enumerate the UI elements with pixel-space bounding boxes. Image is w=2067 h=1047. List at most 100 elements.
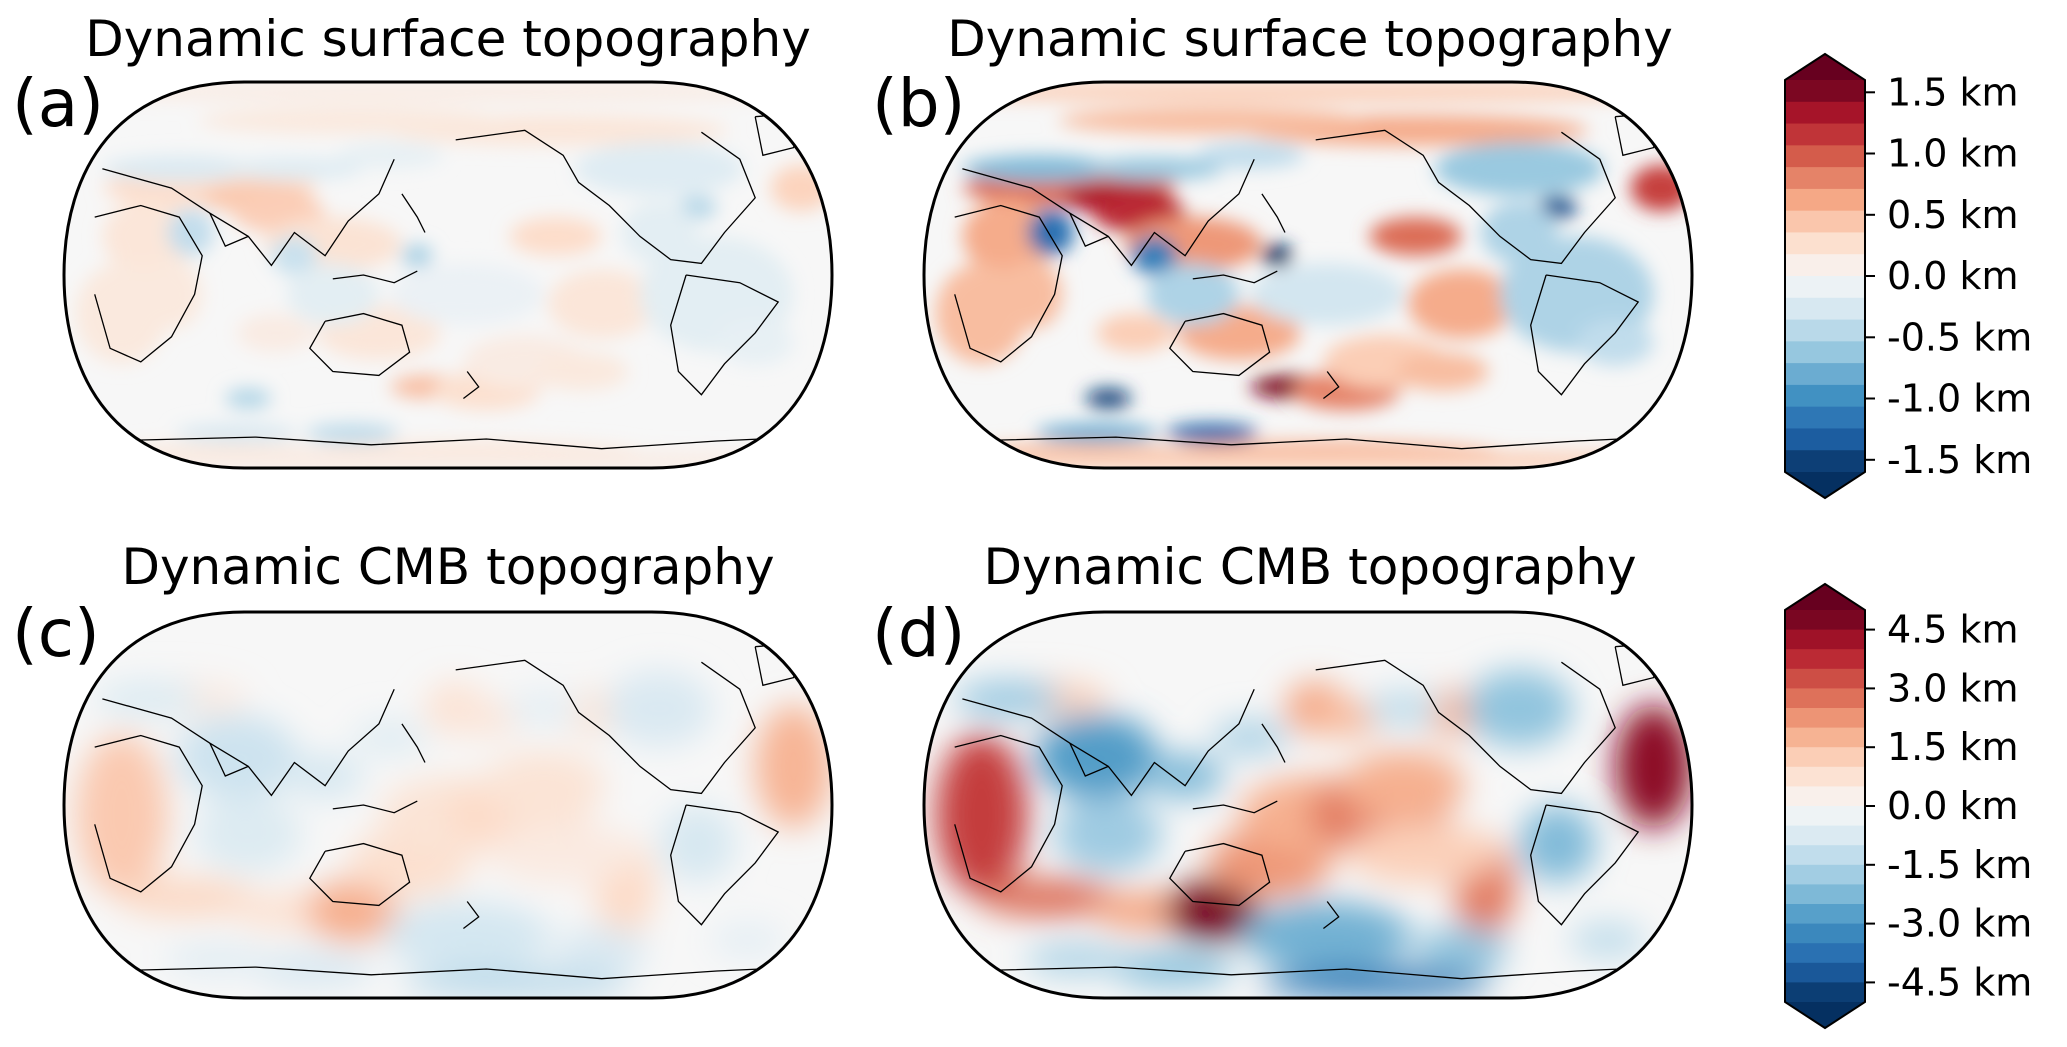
- coastline: [1530, 274, 1640, 396]
- anomaly-blob: [102, 155, 256, 183]
- colorbar-tick-label: 1.5 km: [1887, 725, 2019, 769]
- colorbar-segment: [1785, 962, 1865, 983]
- anomaly-blob: [935, 733, 1028, 896]
- colorbar-segment: [1785, 188, 1865, 212]
- coastline: [308, 842, 411, 907]
- coastline: [962, 966, 1662, 980]
- panel-c-title: Dynamic CMB topography: [121, 538, 774, 596]
- anomaly-blob: [1519, 805, 1596, 883]
- anomaly-blob: [962, 197, 1055, 275]
- anomaly-blob: [659, 805, 736, 883]
- anomaly-blob: [252, 949, 375, 989]
- colorbar-tick-label: 0.0 km: [1887, 254, 2019, 298]
- coastline: [1192, 800, 1278, 814]
- panel-d-anomalies: [935, 669, 1692, 998]
- colorbar-segment: [1785, 727, 1865, 748]
- colorbar-segment: [1785, 363, 1865, 386]
- colorbar-tick-label: 0.0 km: [1887, 784, 2019, 828]
- anomaly-blob: [1615, 704, 1692, 829]
- anomaly-blob: [574, 141, 744, 196]
- anomaly-blob: [401, 244, 433, 268]
- anomaly-blob: [547, 269, 656, 339]
- colorbar-max-extend: [1785, 54, 1865, 80]
- anomaly-blob: [401, 967, 633, 998]
- colorbar-segment: [1785, 806, 1865, 827]
- anomaly-blob: [1212, 718, 1289, 757]
- colorbar-segment: [1785, 825, 1865, 846]
- panel-b-coastlines: [954, 112, 1663, 450]
- colorbar-segment: [1785, 786, 1865, 807]
- colorbar-tick-label: -1.5 km: [1887, 843, 2032, 887]
- colorbar-segment: [1785, 428, 1865, 451]
- anomaly-blob: [286, 263, 379, 326]
- anomaly-blob: [486, 822, 640, 885]
- coastline: [102, 966, 802, 980]
- colorbar-segment: [1785, 276, 1865, 299]
- panel-b-anomalies: [924, 82, 1692, 468]
- coastline: [962, 688, 1255, 797]
- anomaly-blob: [1035, 423, 1159, 443]
- anomaly-blob: [448, 698, 525, 738]
- coastline: [1168, 312, 1271, 377]
- coastline: [94, 734, 203, 893]
- anomaly-blob: [1146, 752, 1224, 800]
- anomaly-blob: [1308, 698, 1385, 738]
- colorbar-outline: [1784, 52, 1866, 500]
- panel-c-label: (c): [12, 595, 100, 672]
- colorbar-min-extend: [1785, 472, 1865, 498]
- colorbar-segment: [1785, 167, 1865, 190]
- coastline: [1261, 193, 1286, 233]
- colorbar-surface: 1.5 km 1.0 km 0.5 km 0.0 km -0.5 km -1.0 km -1…: [1784, 52, 2032, 500]
- panel-a-title: Dynamic surface topography: [85, 10, 811, 68]
- anomaly-blob: [1085, 157, 1224, 181]
- colorbar-cmb: 4.5 km 3.0 km 1.5 km 0.0 km -1.5 km -3.0 km -4…: [1784, 582, 2032, 1030]
- colorbar-segment: [1785, 649, 1865, 670]
- coastline: [401, 723, 426, 763]
- panel-c-field: [64, 612, 832, 998]
- colorbar-tick-label: -4.5 km: [1887, 960, 2032, 1004]
- colorbar-segment: [1785, 232, 1865, 255]
- anomaly-blob: [1415, 926, 1508, 973]
- panel-b-title: Dynamic surface topography: [947, 10, 1673, 68]
- coastline: [102, 688, 395, 797]
- colorbar-segment: [1785, 845, 1865, 866]
- coastline: [1315, 129, 1616, 265]
- anomaly-blob: [555, 926, 648, 973]
- coastline: [102, 158, 395, 267]
- colorbar-tick-label: 0.5 km: [1887, 193, 2019, 237]
- panel-a-label: (a): [12, 65, 104, 142]
- colorbar-segment: [1785, 341, 1865, 364]
- panel-b-globe-outline: [922, 80, 1694, 470]
- anomaly-blob: [1365, 689, 1443, 728]
- colorbar-tick-label: 1.5 km: [1887, 70, 2019, 114]
- colorbar-segment: [1785, 145, 1865, 168]
- panel-d-title: Dynamic CMB topography: [983, 538, 1636, 596]
- anomaly-blob: [305, 423, 399, 443]
- colorbar-segment: [1785, 123, 1865, 146]
- anomaly-blob: [271, 236, 318, 275]
- coastline: [670, 274, 780, 396]
- colorbar-segment: [1785, 629, 1865, 650]
- anomaly-blob: [94, 679, 203, 719]
- panel-b-label: (b): [872, 65, 965, 142]
- coastline: [209, 212, 249, 247]
- anomaly-blob: [102, 197, 195, 275]
- coastline: [463, 901, 480, 930]
- colorbar-segment: [1785, 101, 1865, 125]
- coastline: [1323, 371, 1340, 400]
- anomaly-blob: [1196, 141, 1305, 169]
- anomaly-blob: [716, 319, 794, 366]
- panel-c-globe-outline: [62, 610, 834, 1000]
- panel-a-field: [64, 82, 832, 468]
- anomaly-blob: [352, 718, 429, 757]
- anomaly-blob: [1131, 236, 1178, 275]
- map-panel-d: Dynamic CMB topography (d): [872, 538, 1694, 1000]
- panel-d-coastlines: [954, 642, 1663, 980]
- anomaly-blob: [1054, 795, 1163, 873]
- colorbar-tick-label: 4.5 km: [1887, 608, 2019, 652]
- coastline: [962, 158, 1255, 267]
- colorbar-segment: [1785, 766, 1865, 787]
- anomaly-blob: [1369, 217, 1462, 256]
- anomaly-blob: [167, 209, 214, 256]
- colorbar-segment: [1785, 450, 1865, 473]
